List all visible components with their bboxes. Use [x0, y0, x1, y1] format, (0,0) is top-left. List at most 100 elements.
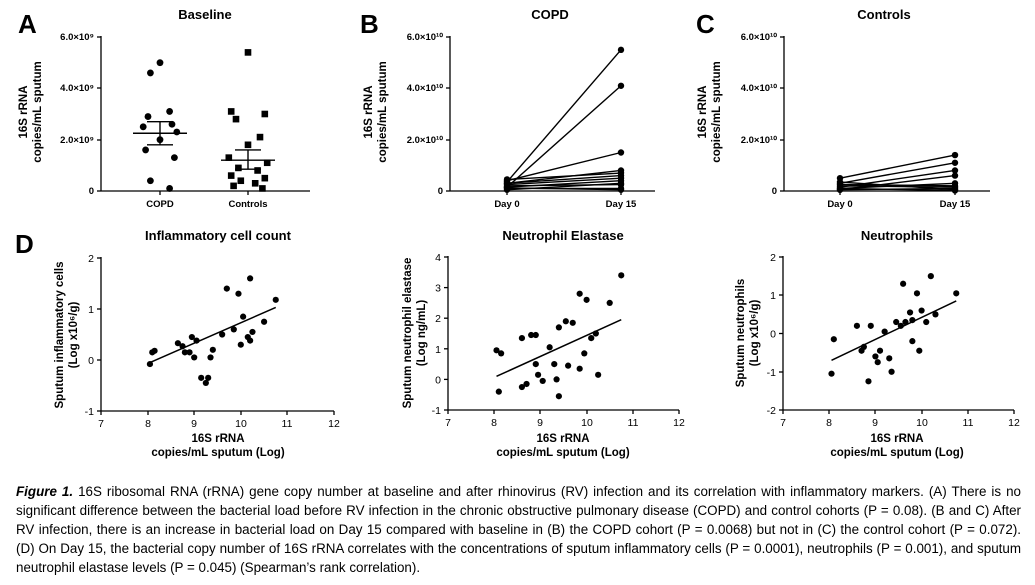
- panel-d2-xlabel-1: 16S rRNA: [536, 433, 589, 445]
- panel-d3-xtick: 8: [826, 417, 832, 429]
- data-point: [223, 285, 230, 292]
- data-point: [923, 318, 930, 326]
- data-point: [191, 354, 198, 361]
- data-point: [576, 365, 583, 372]
- panel-c-ytick: 0: [772, 186, 777, 197]
- data-point: [562, 318, 569, 325]
- data-point: [523, 380, 530, 388]
- data-point-square: [251, 180, 259, 187]
- panel-d2-xtick: 7: [445, 417, 451, 429]
- data-point: [261, 318, 268, 325]
- data-point: [828, 370, 835, 377]
- regression-line: [149, 306, 277, 364]
- panel-d1-xtick: 12: [328, 418, 340, 430]
- data-point: [235, 290, 242, 297]
- data-point: [867, 322, 874, 329]
- data-point: [555, 324, 562, 331]
- data-point: [618, 272, 625, 279]
- data-point: [174, 340, 181, 347]
- panel-a-ylabel-1: 16S rRNA: [18, 85, 30, 138]
- data-point: [595, 371, 602, 378]
- data-point: [555, 393, 562, 400]
- data-point: [539, 377, 546, 385]
- panel-d2-xtick: 11: [628, 417, 639, 429]
- panel-a-title: Baseline: [178, 7, 231, 22]
- data-point: [881, 328, 888, 335]
- data-point-day15: [617, 149, 625, 156]
- data-point: [860, 343, 867, 350]
- panel-d1-xtick: 9: [191, 418, 197, 430]
- panel-c-ytick: 2.0×10¹⁰: [741, 135, 777, 146]
- data-point-square: [237, 177, 245, 185]
- panel-c-ylabel-1: 16S rRNA: [697, 85, 709, 138]
- panel-d2-ytick: 4: [435, 252, 441, 264]
- panel-a-ylabel-2: copies/mL sputum: [32, 61, 44, 162]
- panel-b-ytick: 6.0×10¹⁰: [407, 32, 443, 43]
- data-point-day15: [617, 186, 625, 193]
- data-point: [144, 113, 152, 120]
- data-point: [528, 331, 535, 339]
- panel-d1-ytick: 1: [88, 304, 94, 316]
- panel-d3-ytick: 2: [770, 252, 776, 264]
- panel-d1-ytick: 2: [88, 253, 94, 265]
- panel-c: Controls 16S rRNA copies/mL sputum 6.0×1…: [697, 7, 990, 210]
- data-point: [179, 343, 186, 350]
- data-point: [583, 296, 590, 303]
- data-point: [902, 318, 909, 326]
- panel-d2-ytick: 0: [435, 374, 441, 386]
- panel-a-xtick: Controls: [228, 199, 267, 210]
- panel-c-title: Controls: [857, 7, 910, 22]
- data-point-square: [263, 159, 271, 167]
- paired-line: [506, 85, 622, 188]
- data-point: [913, 290, 921, 297]
- panel-c-ytick: 6.0×10¹⁰: [741, 32, 777, 43]
- panel-d2: Neutrophil Elastase Sputum neutrophil el…: [402, 228, 685, 459]
- data-point: [876, 347, 884, 354]
- data-point-square: [244, 141, 252, 149]
- data-point: [565, 362, 572, 369]
- panel-d3-xtick: 10: [916, 417, 928, 429]
- panel-d1-ytick: -1: [85, 406, 94, 418]
- data-point: [230, 326, 237, 333]
- data-point: [205, 374, 212, 381]
- panel-d2-xlabel-2: copies/mL sputum (Log): [496, 447, 629, 459]
- paired-line: [506, 172, 622, 181]
- panel-d1-xtick: 10: [235, 418, 247, 430]
- data-point: [147, 177, 154, 185]
- data-point: [171, 154, 178, 162]
- paired-line: [506, 151, 622, 182]
- panel-c-ytick: 4.0×10¹⁰: [741, 83, 777, 94]
- data-point: [173, 128, 181, 136]
- paired-line: [839, 162, 956, 184]
- panel-d3-ylabel-2: (Log x10⁶/g): [749, 300, 761, 367]
- panel-d2-xtick: 8: [491, 417, 497, 429]
- data-point: [874, 359, 881, 366]
- figure-caption: Figure 1. 16S ribosomal RNA (rRNA) gene …: [16, 482, 1021, 577]
- panel-letter-c: C: [696, 9, 715, 39]
- panel-b-title: COPD: [531, 7, 569, 22]
- caption-label: Figure 1.: [16, 484, 74, 499]
- regression-line: [831, 300, 957, 361]
- data-point: [581, 350, 588, 357]
- panel-d3-xtick: 9: [872, 417, 878, 429]
- panel-b-plot: [503, 46, 625, 193]
- panel-b-ylabel-2: copies/mL sputum: [377, 61, 389, 162]
- data-point: [518, 383, 526, 391]
- data-point: [888, 368, 895, 375]
- data-point: [953, 290, 960, 297]
- data-point-day15: [951, 187, 959, 194]
- regression-line: [496, 319, 622, 378]
- data-point: [865, 378, 872, 385]
- paired-line: [506, 49, 622, 183]
- data-point: [551, 361, 558, 368]
- panel-d2-xtick: 12: [673, 417, 685, 429]
- data-point-square: [244, 49, 252, 56]
- panel-b-xtick: Day 15: [606, 199, 637, 210]
- data-point-square: [261, 110, 269, 118]
- panel-d3-xtick: 7: [780, 417, 786, 429]
- data-point: [569, 319, 576, 326]
- data-point: [495, 388, 502, 395]
- data-point: [142, 146, 150, 154]
- paired-line: [506, 174, 622, 184]
- panel-b-ylabel-1: 16S rRNA: [363, 85, 375, 138]
